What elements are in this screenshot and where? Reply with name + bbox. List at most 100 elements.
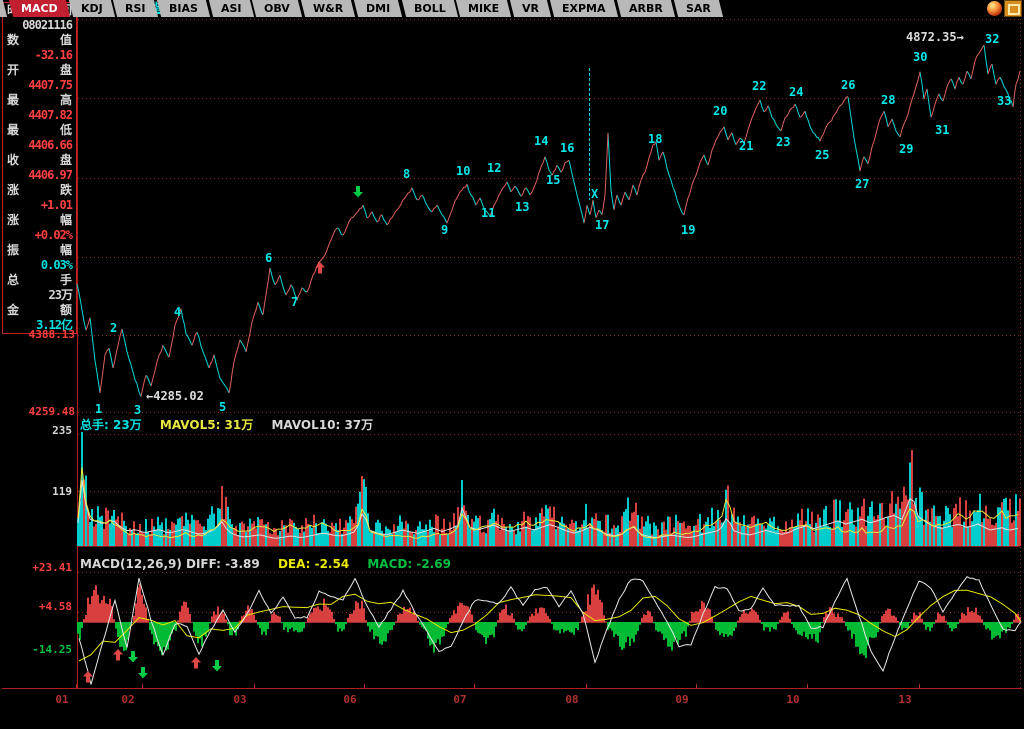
volume-panel-header: 总手: 23万 MAVOL5: 31万 MAVOL10: 37万 [80, 419, 387, 432]
time-axis-label-02: 02 [121, 693, 135, 706]
quote-sidebar: 时间08021116数值-32.16开盘4407.75最高4407.82最低44… [2, 2, 77, 334]
tab-arbr[interactable]: ARBR [616, 0, 675, 17]
sidebar-label-总手: 总手 [7, 273, 72, 287]
wave-count-label-24: 24 [789, 85, 804, 99]
sidebar-label-数值: 数值 [7, 33, 72, 47]
tab-label: MIKE [468, 2, 500, 15]
tab-rsi[interactable]: RSI [113, 0, 159, 17]
sidebar-label-涨跌: 涨跌 [7, 183, 72, 197]
tab-vr[interactable]: VR [510, 0, 552, 17]
tab-macd[interactable]: MACD [8, 0, 70, 17]
tab-boll[interactable]: BOLL [401, 0, 458, 17]
tab-label: ARBR [628, 2, 663, 15]
tab-dmi[interactable]: DMI [354, 0, 403, 17]
mavol5-label: MAVOL5: 31万 [159, 418, 254, 432]
wave-count-label-17: 17 [595, 218, 610, 232]
wave-count-label-19: 19 [681, 223, 696, 237]
app-ball-icon[interactable] [987, 1, 1002, 16]
wave-count-label-9: 9 [441, 223, 449, 237]
volume-axis-label: 119 [52, 485, 72, 498]
sidebar-value-振幅: 0.03% [40, 258, 73, 272]
macd-axis-label: -14.25 [32, 643, 72, 656]
sidebar-value-总手: 23万 [48, 288, 73, 302]
macd-sell-arrow-icon [128, 651, 138, 663]
macd-value-label: MACD: -2.69 [367, 557, 451, 571]
sidebar-label-收盘: 收盘 [7, 153, 72, 167]
wave-count-label-20: 20 [713, 104, 728, 118]
time-axis-label-03: 03 [233, 693, 247, 706]
tab-label: VR [522, 2, 540, 15]
tab-wr[interactable]: W&R [301, 0, 356, 17]
macd-axis-label: +4.58 [38, 600, 72, 613]
wave-count-label-2: 2 [110, 321, 118, 335]
wave-count-label-26: 26 [841, 78, 856, 92]
wave-count-label-11: 11 [481, 206, 496, 220]
tab-obv[interactable]: OBV [252, 0, 303, 17]
tab-label: SAR [685, 2, 711, 15]
tab-label: EXPMA [562, 2, 606, 15]
tab-label: BIAS [168, 2, 198, 15]
volume-panel-area[interactable] [78, 413, 1021, 547]
wave-count-label-14: 14 [534, 134, 549, 148]
macd-panel-header: MACD(12,26,9) DIFF: -3.89 DEA: -2.54 MAC… [80, 558, 465, 571]
time-axis-label-01: 01 [55, 693, 69, 706]
time-axis-label-10: 10 [786, 693, 800, 706]
wave-count-label-5: 5 [219, 400, 227, 414]
wave-count-label-3: 3 [134, 403, 142, 417]
tab-asi[interactable]: ASI [208, 0, 254, 17]
sidebar-value-开盘: 4407.75 [28, 78, 73, 92]
wave-count-label-1: 1 [95, 402, 103, 416]
wave-count-label-28: 28 [881, 93, 896, 107]
sidebar-label-涨幅: 涨幅 [7, 213, 72, 227]
tab-label: BOLL [413, 2, 446, 15]
high-price-annotation: 4872.35→ [906, 30, 964, 44]
price-axis-label: 4388.13 [28, 328, 75, 341]
macd-buy-arrow-icon [83, 671, 93, 683]
indicator-tab-bar: MACD KDJ RSI BIAS ASI OBV W&R DMI BOLL MIKE VR EXPM… [0, 0, 1024, 17]
wave-count-label-31: 31 [935, 123, 950, 137]
low-price-annotation: ←4285.02 [146, 389, 204, 403]
time-axis-label-13: 13 [898, 693, 912, 706]
time-axis-label-08: 08 [565, 693, 579, 706]
tab-sar[interactable]: SAR [673, 0, 723, 17]
restore-glyph [1008, 4, 1020, 15]
tab-label: KDJ [80, 2, 103, 15]
macd-buy-arrow-icon [113, 649, 123, 661]
macd-panel-area[interactable] [78, 556, 1021, 688]
price-axis-label: 4259.48 [28, 405, 75, 418]
sidebar-value-时间: 08021116 [22, 18, 73, 32]
wave-count-label-7: 7 [291, 295, 299, 309]
wave-count-label-32: 32 [985, 32, 1000, 46]
mavol10-label: MAVOL10: 37万 [271, 418, 374, 432]
buy-signal-arrow-icon [315, 262, 325, 274]
main-chart-area[interactable] [78, 15, 1021, 412]
tab-label: W&R [313, 2, 344, 15]
tab-mike[interactable]: MIKE [456, 0, 512, 17]
wave-count-label-10: 10 [456, 164, 471, 178]
sidebar-label-最高: 最高 [7, 93, 72, 107]
volume-total-label: 总手: 23万 [80, 418, 142, 432]
volume-axis-label: 235 [52, 424, 72, 437]
sidebar-value-金额: 3.12亿 [36, 318, 73, 332]
tab-expma[interactable]: EXPMA [550, 0, 619, 17]
tab-bias[interactable]: BIAS [156, 0, 210, 17]
macd-dea-label: DEA: -2.54 [277, 557, 350, 571]
macd-sell-arrow-icon [138, 667, 148, 679]
wave-count-label-25: 25 [815, 148, 830, 162]
wave-count-label-30: 30 [913, 50, 928, 64]
sidebar-value-涨幅: +0.02% [34, 228, 73, 242]
tab-kdj[interactable]: KDJ [68, 0, 115, 17]
time-axis-label-07: 07 [453, 693, 467, 706]
wave-count-label-27: 27 [855, 177, 870, 191]
sidebar-value-最低: 4406.66 [28, 138, 73, 152]
wave-count-label-4: 4 [174, 305, 182, 319]
macd-buy-arrow-icon [191, 657, 201, 669]
wave-count-label-X: X [591, 187, 599, 201]
time-axis-label-06: 06 [343, 693, 357, 706]
wave-count-label-15: 15 [546, 173, 561, 187]
restore-window-icon[interactable] [1004, 0, 1022, 17]
wave-count-label-13: 13 [515, 200, 530, 214]
tab-label: DMI [366, 2, 391, 15]
